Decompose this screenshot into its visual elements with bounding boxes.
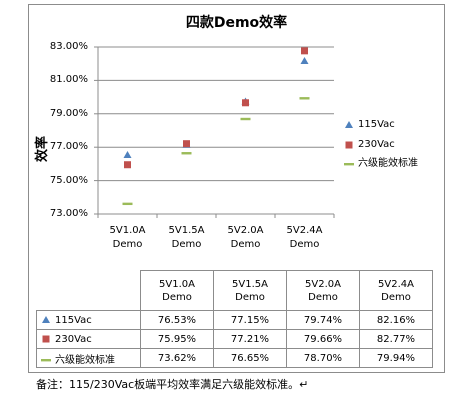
y-tick-label: 83.00% — [49, 41, 88, 52]
legend-marker-dash — [344, 163, 354, 166]
legend-marker-shape — [41, 358, 51, 361]
table-header-line: Demo — [162, 291, 192, 303]
table-value-cell: 76.65% — [213, 348, 287, 368]
x-category-label: 5V2.4A Demo — [275, 224, 335, 252]
axes — [94, 46, 335, 218]
data-point-square — [301, 47, 308, 55]
table-header-line: 5V2.4A — [378, 278, 414, 290]
legend-label: 230Vac — [358, 139, 395, 150]
data-marks — [122, 47, 310, 206]
table-header-line: Demo — [235, 291, 265, 303]
table-value-cell: 79.94% — [359, 348, 433, 368]
table-header-line: 5V2.0A — [305, 278, 341, 290]
table-header-cell: 5V2.4A Demo — [359, 270, 433, 311]
legend-marker-shape — [345, 121, 353, 128]
table-series-cell: 115Vac — [36, 310, 141, 330]
table-value-cell: 82.16% — [359, 310, 433, 330]
table-value-cell: 77.21% — [213, 329, 287, 349]
table-corner — [36, 270, 141, 311]
data-point-dash — [240, 117, 251, 121]
table-series-cell: 230Vac — [36, 329, 141, 349]
y-tick-label: 75.00% — [49, 174, 88, 186]
legend-item: 230Vac — [344, 138, 395, 152]
table-series-swatch — [41, 334, 51, 344]
data-point-triangle — [300, 57, 309, 65]
table-series-swatch — [41, 355, 51, 365]
legend-item: 六级能效标准 — [344, 157, 418, 171]
table-row: 六级能效标准 73.62% 76.65% 78.70% 79.94% — [36, 348, 433, 368]
legend-label: 六级能效标准 — [358, 158, 418, 169]
legend-swatch — [344, 159, 354, 169]
table-value-cell: 78.70% — [286, 348, 360, 368]
table-row: 115Vac 76.53% 77.15% 79.74% 82.16% — [36, 310, 433, 330]
x-category-label: 5V1.0A Demo — [98, 224, 158, 252]
x-category-label-line: 5V2.4A — [286, 225, 323, 236]
table-header-cell: 5V1.0A Demo — [140, 270, 214, 311]
y-tick-label: 73.00% — [49, 208, 88, 219]
gridlines — [98, 46, 334, 215]
legend-marker-shape — [344, 163, 354, 166]
y-tick-label: 81.00% — [49, 74, 88, 86]
table-value-cell: 77.15% — [213, 310, 287, 330]
table-value-cell: 73.62% — [140, 348, 214, 368]
legend-marker-shape — [42, 335, 50, 342]
table-header-line: 5V1.5A — [232, 278, 268, 290]
data-point-dash — [299, 97, 310, 100]
x-category-label-line: 5V1.5A — [168, 225, 205, 236]
y-tick-label: 77.00% — [49, 141, 88, 153]
data-point-square — [124, 161, 131, 169]
table-header-line: Demo — [381, 291, 411, 303]
x-category-label-line: Demo — [112, 239, 143, 250]
table-header-row: 5V1.0A Demo 5V1.5A Demo 5V2.0A Demo 5V2.4A Demo — [36, 270, 433, 311]
legend-marker-square — [345, 141, 353, 149]
y-tick-label: 79.00% — [49, 107, 88, 119]
legend-marker-shape — [42, 315, 50, 323]
x-category-label: 5V1.5A Demo — [157, 224, 217, 252]
x-category-label-line: Demo — [289, 239, 320, 250]
table-series-swatch — [41, 315, 51, 325]
data-point-triangle — [123, 151, 132, 159]
chart-title: 四款Demo效率 — [185, 15, 288, 31]
table-series-name: 230Vac — [55, 333, 92, 345]
table-header-line: Demo — [308, 291, 338, 303]
data-point-square — [183, 140, 190, 148]
table-value-cell: 82.77% — [359, 329, 433, 349]
legend-label: 115Vac — [358, 119, 395, 130]
legend-item: 115Vac — [344, 118, 395, 132]
legend-marker-triangle — [345, 121, 353, 128]
data-point-dash — [122, 202, 133, 206]
x-category-label-line: 5V1.0A — [109, 225, 146, 236]
x-category-label-line: Demo — [171, 239, 202, 250]
data-table: 5V1.0A Demo 5V1.5A Demo 5V2.0A Demo 5V2.4A Demo… — [36, 270, 433, 368]
table-series-name: 115Vac — [55, 314, 92, 326]
legend-marker-triangle — [42, 315, 50, 323]
table-value-cell: 76.53% — [140, 310, 214, 330]
legend-marker-square — [42, 335, 50, 342]
x-category-label: 5V2.0A Demo — [216, 224, 276, 252]
table-value-cell: 75.95% — [140, 329, 214, 349]
table-series-name: 六级能效标准 — [55, 354, 115, 366]
data-point-dash — [181, 152, 192, 155]
table-series-cell: 六级能效标准 — [36, 348, 141, 368]
table-header-cell: 5V1.5A Demo — [213, 270, 287, 311]
table-header-line: 5V1.0A — [159, 278, 195, 290]
table-value-cell: 79.74% — [286, 310, 360, 330]
legend-swatch — [344, 120, 354, 130]
legend-swatch — [344, 140, 354, 150]
x-category-label-line: Demo — [230, 239, 261, 250]
table-row: 230Vac 75.95% 77.21% 79.66% 82.77% — [36, 329, 433, 349]
footnote: 备注：115/230Vac板端平均效率满足六级能效标准。↵ — [36, 378, 309, 391]
table-header-cell: 5V2.0A Demo — [286, 270, 360, 311]
table-value-cell: 79.66% — [286, 329, 360, 349]
legend-marker-dash — [41, 358, 51, 361]
x-category-label-line: 5V2.0A — [227, 225, 264, 236]
data-point-square — [242, 99, 249, 107]
legend-marker-shape — [345, 141, 353, 149]
